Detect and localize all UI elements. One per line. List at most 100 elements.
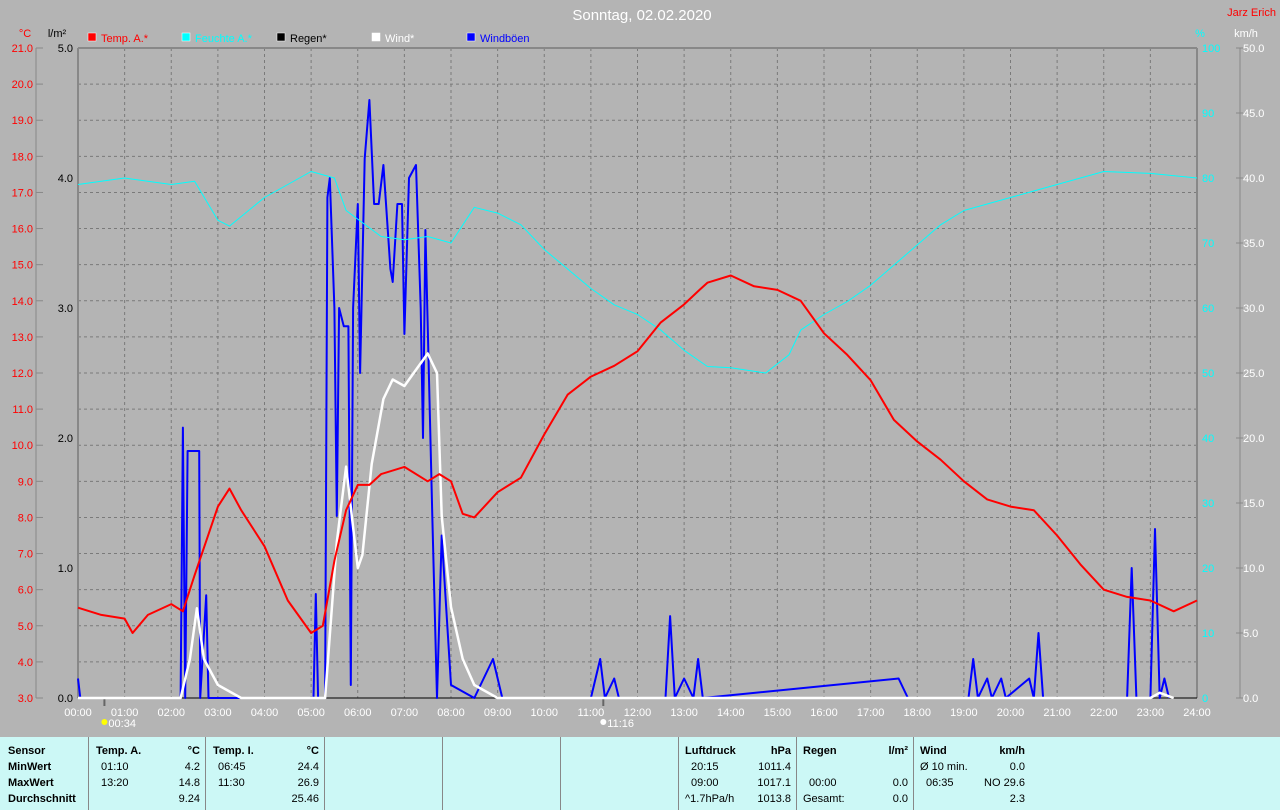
chart-title: Sonntag, 02.02.2020 <box>572 7 711 24</box>
wind-tick-label: 5.0 <box>1243 628 1258 640</box>
wind-avg: 2.3 <box>1009 793 1025 805</box>
x-tick-label: 17:00 <box>857 707 885 719</box>
rain-total: 0.0 <box>892 793 908 805</box>
rain-tick-label: 5.0 <box>58 43 73 55</box>
temp-tick-label: 12.0 <box>12 368 33 380</box>
row-label-min: MinWert <box>8 761 52 773</box>
sun-icon <box>600 719 607 725</box>
wind-max: NO 29.6 <box>984 777 1025 789</box>
moon-icon <box>101 719 108 725</box>
temp-tick-label: 13.0 <box>12 332 33 344</box>
temp-tick-label: 18.0 <box>12 151 33 163</box>
legend-label: Windböen <box>480 33 530 45</box>
x-tick-label: 16:00 <box>810 707 838 719</box>
legend-swatch <box>181 32 191 42</box>
x-tick-label: 23:00 <box>1137 707 1165 719</box>
temp-tick-label: 10.0 <box>12 440 33 452</box>
temp-unit: °C <box>19 28 31 40</box>
series-line-wind <box>78 352 1175 700</box>
pressure-min: 1011.4 <box>758 761 791 773</box>
tempI-min-time: 06:45 <box>218 761 246 773</box>
x-tick-label: 12:00 <box>624 707 652 719</box>
tempI-min: 24.4 <box>297 761 319 773</box>
rain-tick-label: 4.0 <box>58 173 73 185</box>
humidity-unit: % <box>1195 28 1205 40</box>
humidity-tick-label: 100 <box>1202 43 1220 55</box>
author-label: Jarz Erich <box>1227 7 1276 19</box>
tempI-unit: °C <box>306 745 319 757</box>
humidity-tick-label: 80 <box>1202 173 1214 185</box>
temp-tick-label: 16.0 <box>12 224 33 236</box>
tempI-column: Temp. I. °C 06:45 24.4 11:30 26.9 25.46 <box>205 737 325 810</box>
tempA-min: 4.2 <box>184 761 200 773</box>
humidity-tick-label: 0 <box>1202 693 1208 705</box>
pressure-max: 1017.1 <box>757 777 791 789</box>
temp-tick-label: 6.0 <box>18 585 33 597</box>
series-line-feuchte-a <box>77 171 1198 374</box>
tempA-min-time: 01:10 <box>101 761 129 773</box>
x-tick-label: 08:00 <box>437 707 465 719</box>
x-tick-label: 04:00 <box>251 707 279 719</box>
wind-tick-label: 15.0 <box>1243 498 1264 510</box>
tempI-avg: 25.46 <box>291 793 319 805</box>
temp-tick-label: 14.0 <box>12 296 33 308</box>
rain-tick-label: 2.0 <box>58 433 73 445</box>
humidity-tick-label: 30 <box>1202 498 1214 510</box>
weather-chart: Sonntag, 02.02.2020 Jarz Erich Temp. A.* Fe… <box>12 7 1276 730</box>
wind-avg10: 0.0 <box>1009 761 1025 773</box>
x-tick-label: 05:00 <box>297 707 325 719</box>
x-tick-label: 07:00 <box>391 707 419 719</box>
rain-tick-label: 1.0 <box>58 563 73 575</box>
x-tick-label: 22:00 <box>1090 707 1118 719</box>
humidity-tick-label: 50 <box>1202 368 1214 380</box>
x-tick-label: 06:00 <box>344 707 372 719</box>
marker-time: 11:16 <box>607 718 634 730</box>
rain-max-time: 00:00 <box>809 777 837 789</box>
temp-tick-label: 11.0 <box>12 404 33 416</box>
humidity-tick-label: 40 <box>1202 433 1214 445</box>
tempI-max: 26.9 <box>297 777 319 789</box>
wind-avg10-label: Ø 10 min. <box>920 761 968 773</box>
wind-tick-label: 20.0 <box>1243 433 1264 445</box>
legend-label: Feuchte A.* <box>195 33 253 45</box>
temp-tick-label: 7.0 <box>18 549 33 561</box>
wind-tick-label: 35.0 <box>1243 238 1264 250</box>
rain-unit: l/m² <box>888 745 908 757</box>
temp-tick-label: 21.0 <box>12 43 33 55</box>
x-tick-label: 03:00 <box>204 707 232 719</box>
humidity-tick-label: 60 <box>1202 303 1214 315</box>
x-tick-label: 18:00 <box>903 707 931 719</box>
x-tick-label: 09:00 <box>484 707 512 719</box>
x-tick-label: 21:00 <box>1043 707 1071 719</box>
legend-label: Temp. A.* <box>101 33 149 45</box>
empty-column <box>560 737 679 810</box>
rain-tick-label: 3.0 <box>58 303 73 315</box>
temp-tick-label: 8.0 <box>18 512 33 524</box>
rain-total-label: Gesamt: <box>803 793 845 805</box>
sensor-header: Sensor <box>8 745 46 757</box>
wind-unit: km/h <box>1234 28 1258 40</box>
wind-tick-label: 25.0 <box>1243 368 1264 380</box>
temp-tick-label: 5.0 <box>18 621 33 633</box>
tempA-max: 14.8 <box>178 777 200 789</box>
humidity-tick-label: 10 <box>1202 628 1214 640</box>
rain-tick-label: 0.0 <box>58 693 73 705</box>
rain-header: Regen <box>803 745 837 757</box>
pressure-header: Luftdruck <box>685 745 736 757</box>
wind-tick-label: 40.0 <box>1243 173 1264 185</box>
empty-column <box>442 737 561 810</box>
tempA-max-time: 13:20 <box>101 777 129 789</box>
tempA-unit: °C <box>187 745 200 757</box>
x-tick-label: 10:00 <box>530 707 558 719</box>
row-label-max: MaxWert <box>8 777 54 789</box>
stats-table: Sensor MinWert MaxWert Durchschnitt Temp… <box>0 737 1280 810</box>
tempA-column: Temp. A. °C 01:10 4.2 13:20 14.8 9.24 <box>88 737 206 810</box>
row-label-avg: Durchschnitt <box>8 793 76 805</box>
legend-swatch <box>466 32 476 42</box>
x-tick-label: 15:00 <box>764 707 792 719</box>
temp-tick-label: 3.0 <box>18 693 33 705</box>
wind-tick-label: 30.0 <box>1243 303 1264 315</box>
tempA-avg: 9.24 <box>178 793 200 805</box>
tempI-max-time: 11:30 <box>218 777 245 789</box>
marker-time: 00:34 <box>108 718 136 730</box>
